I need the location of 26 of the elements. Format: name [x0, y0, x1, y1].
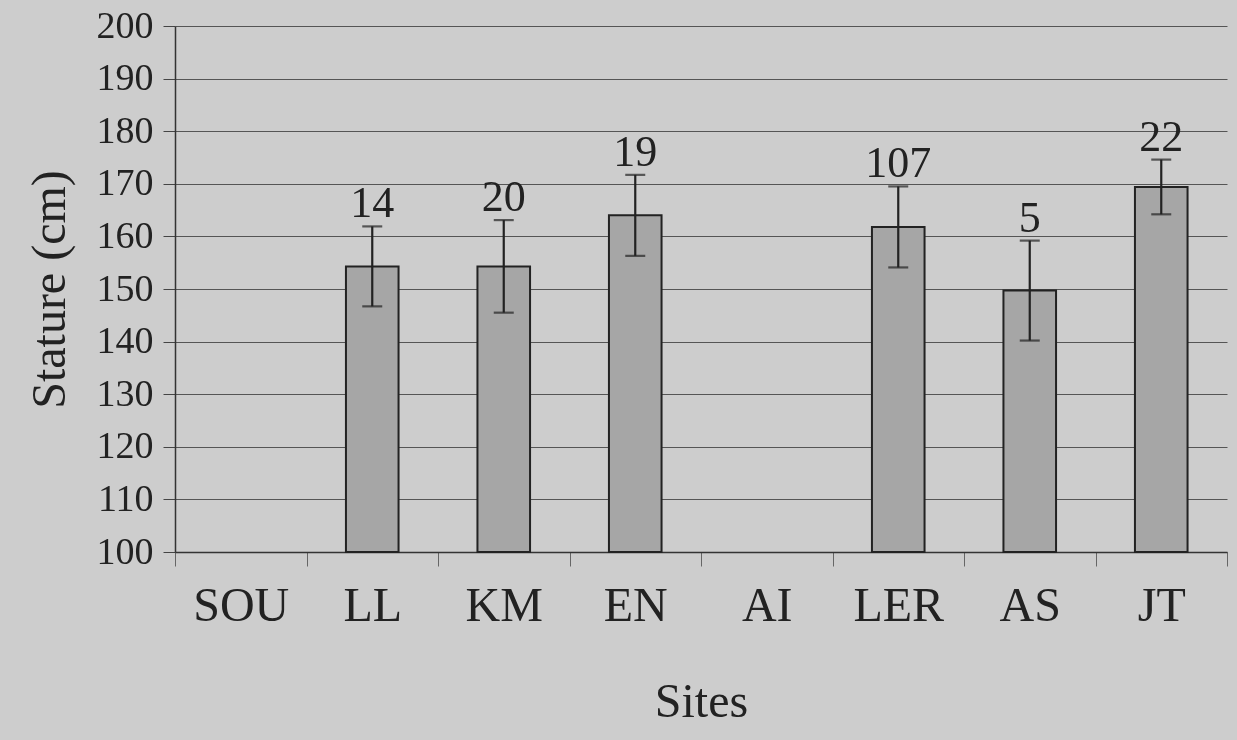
- x-tick-label: LER: [853, 577, 945, 631]
- x-tick-label: EN: [603, 577, 668, 631]
- y-tick-label: 180: [96, 108, 154, 151]
- y-tick-label: 160: [96, 213, 154, 256]
- y-tick-label: 130: [96, 371, 154, 414]
- y-tick-label: 100: [96, 529, 154, 572]
- y-tick-label: 120: [96, 424, 154, 467]
- x-axis-title: Sites: [654, 673, 749, 727]
- annotation: 19: [613, 126, 658, 176]
- x-tick-label: LL: [343, 577, 403, 631]
- x-tick-label: AI: [741, 577, 793, 631]
- annotation: 20: [481, 172, 526, 222]
- y-tick-label: 140: [96, 319, 154, 362]
- y-tick-label: 150: [96, 266, 154, 309]
- x-tick-label: JT: [1137, 577, 1186, 631]
- y-tick-label: 170: [96, 161, 154, 204]
- annotation: 107: [865, 138, 932, 188]
- y-tick-label: 110: [97, 476, 154, 519]
- x-tick-label: SOU: [193, 577, 290, 631]
- x-tick-label: KM: [465, 577, 543, 631]
- y-tick-label: 200: [96, 3, 154, 46]
- annotation: 5: [1018, 192, 1041, 242]
- x-tick-label: AS: [999, 577, 1061, 631]
- y-axis-title: Stature (cm): [21, 170, 76, 409]
- annotation: 14: [350, 178, 395, 228]
- y-tick-label: 190: [96, 56, 154, 99]
